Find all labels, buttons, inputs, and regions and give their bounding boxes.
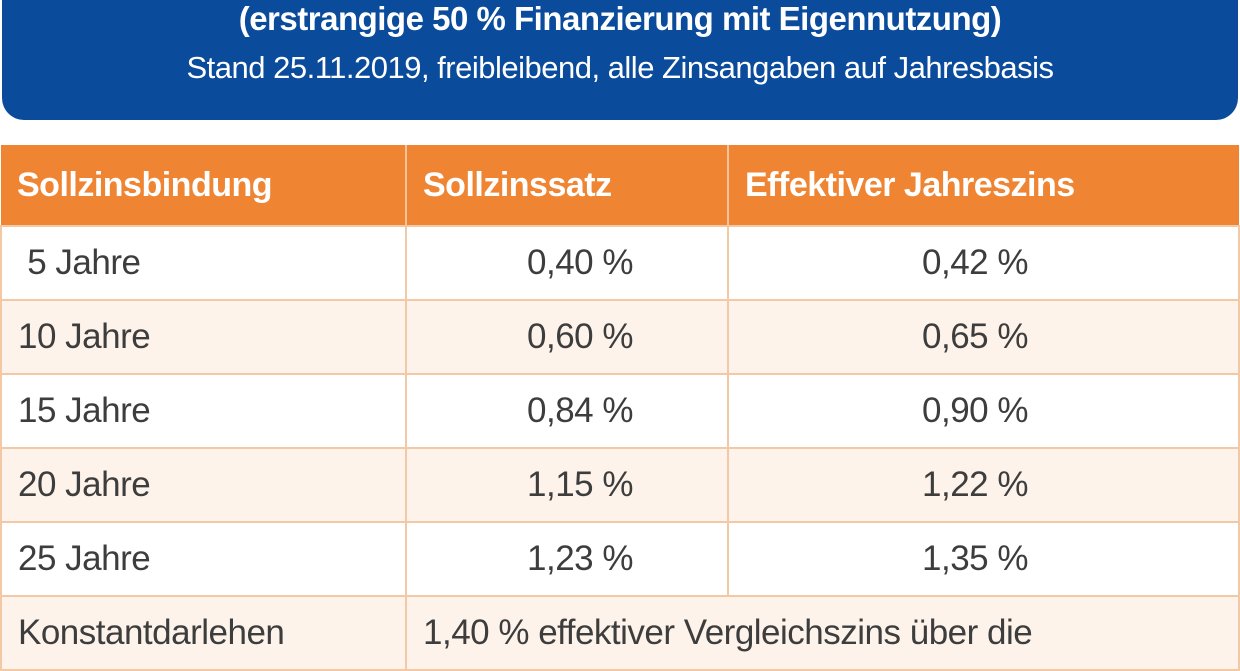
table-row: 15 Jahre 0,84 % 0,90 %	[0, 373, 1240, 449]
rate-cell: 0,84 %	[405, 373, 729, 449]
table-header-row: Sollzinsbindung Sollzinssatz Effektiver …	[1, 145, 1239, 226]
interest-rate-table: Sollzinsbindung Sollzinssatz Effektiver …	[0, 145, 1240, 671]
term-cell: 5 Jahre	[0, 225, 407, 301]
effective-cell: 0,90 %	[727, 373, 1240, 449]
constant-loan-text: 1,40 % effektiver Vergleichszins über di…	[405, 595, 1240, 671]
header-title: (erstrangige 50 % Finanzierung mit Eigen…	[238, 0, 1002, 37]
term-cell: Konstantdarlehen	[0, 595, 407, 671]
column-header-term: Sollzinsbindung	[1, 145, 407, 226]
table-row-constant-loan: Konstantdarlehen 1,40 % effektiver Vergl…	[0, 595, 1240, 671]
effective-cell: 0,65 %	[727, 299, 1240, 375]
term-cell: 15 Jahre	[0, 373, 407, 449]
term-cell: 10 Jahre	[0, 299, 407, 375]
table-row: 20 Jahre 1,15 % 1,22 %	[0, 447, 1240, 523]
header-banner: (erstrangige 50 % Finanzierung mit Eigen…	[2, 0, 1238, 120]
table-row: 25 Jahre 1,23 % 1,35 %	[0, 521, 1240, 597]
rate-cell: 0,60 %	[405, 299, 729, 375]
effective-cell: 1,35 %	[727, 521, 1240, 597]
rate-cell: 1,15 %	[405, 447, 729, 523]
table-row: 5 Jahre 0,40 % 0,42 %	[0, 225, 1240, 301]
column-header-rate: Sollzinssatz	[406, 145, 729, 226]
effective-cell: 1,22 %	[727, 447, 1240, 523]
column-header-effective: Effektiver Jahreszins	[728, 145, 1239, 226]
effective-cell: 0,42 %	[727, 225, 1240, 301]
rate-cell: 1,23 %	[405, 521, 729, 597]
header-subtitle: Stand 25.11.2019, freibleibend, alle Zin…	[186, 50, 1054, 85]
rate-cell: 0,40 %	[405, 225, 729, 301]
term-cell: 25 Jahre	[0, 521, 407, 597]
table-row: 10 Jahre 0,60 % 0,65 %	[0, 299, 1240, 375]
term-cell: 20 Jahre	[0, 447, 407, 523]
